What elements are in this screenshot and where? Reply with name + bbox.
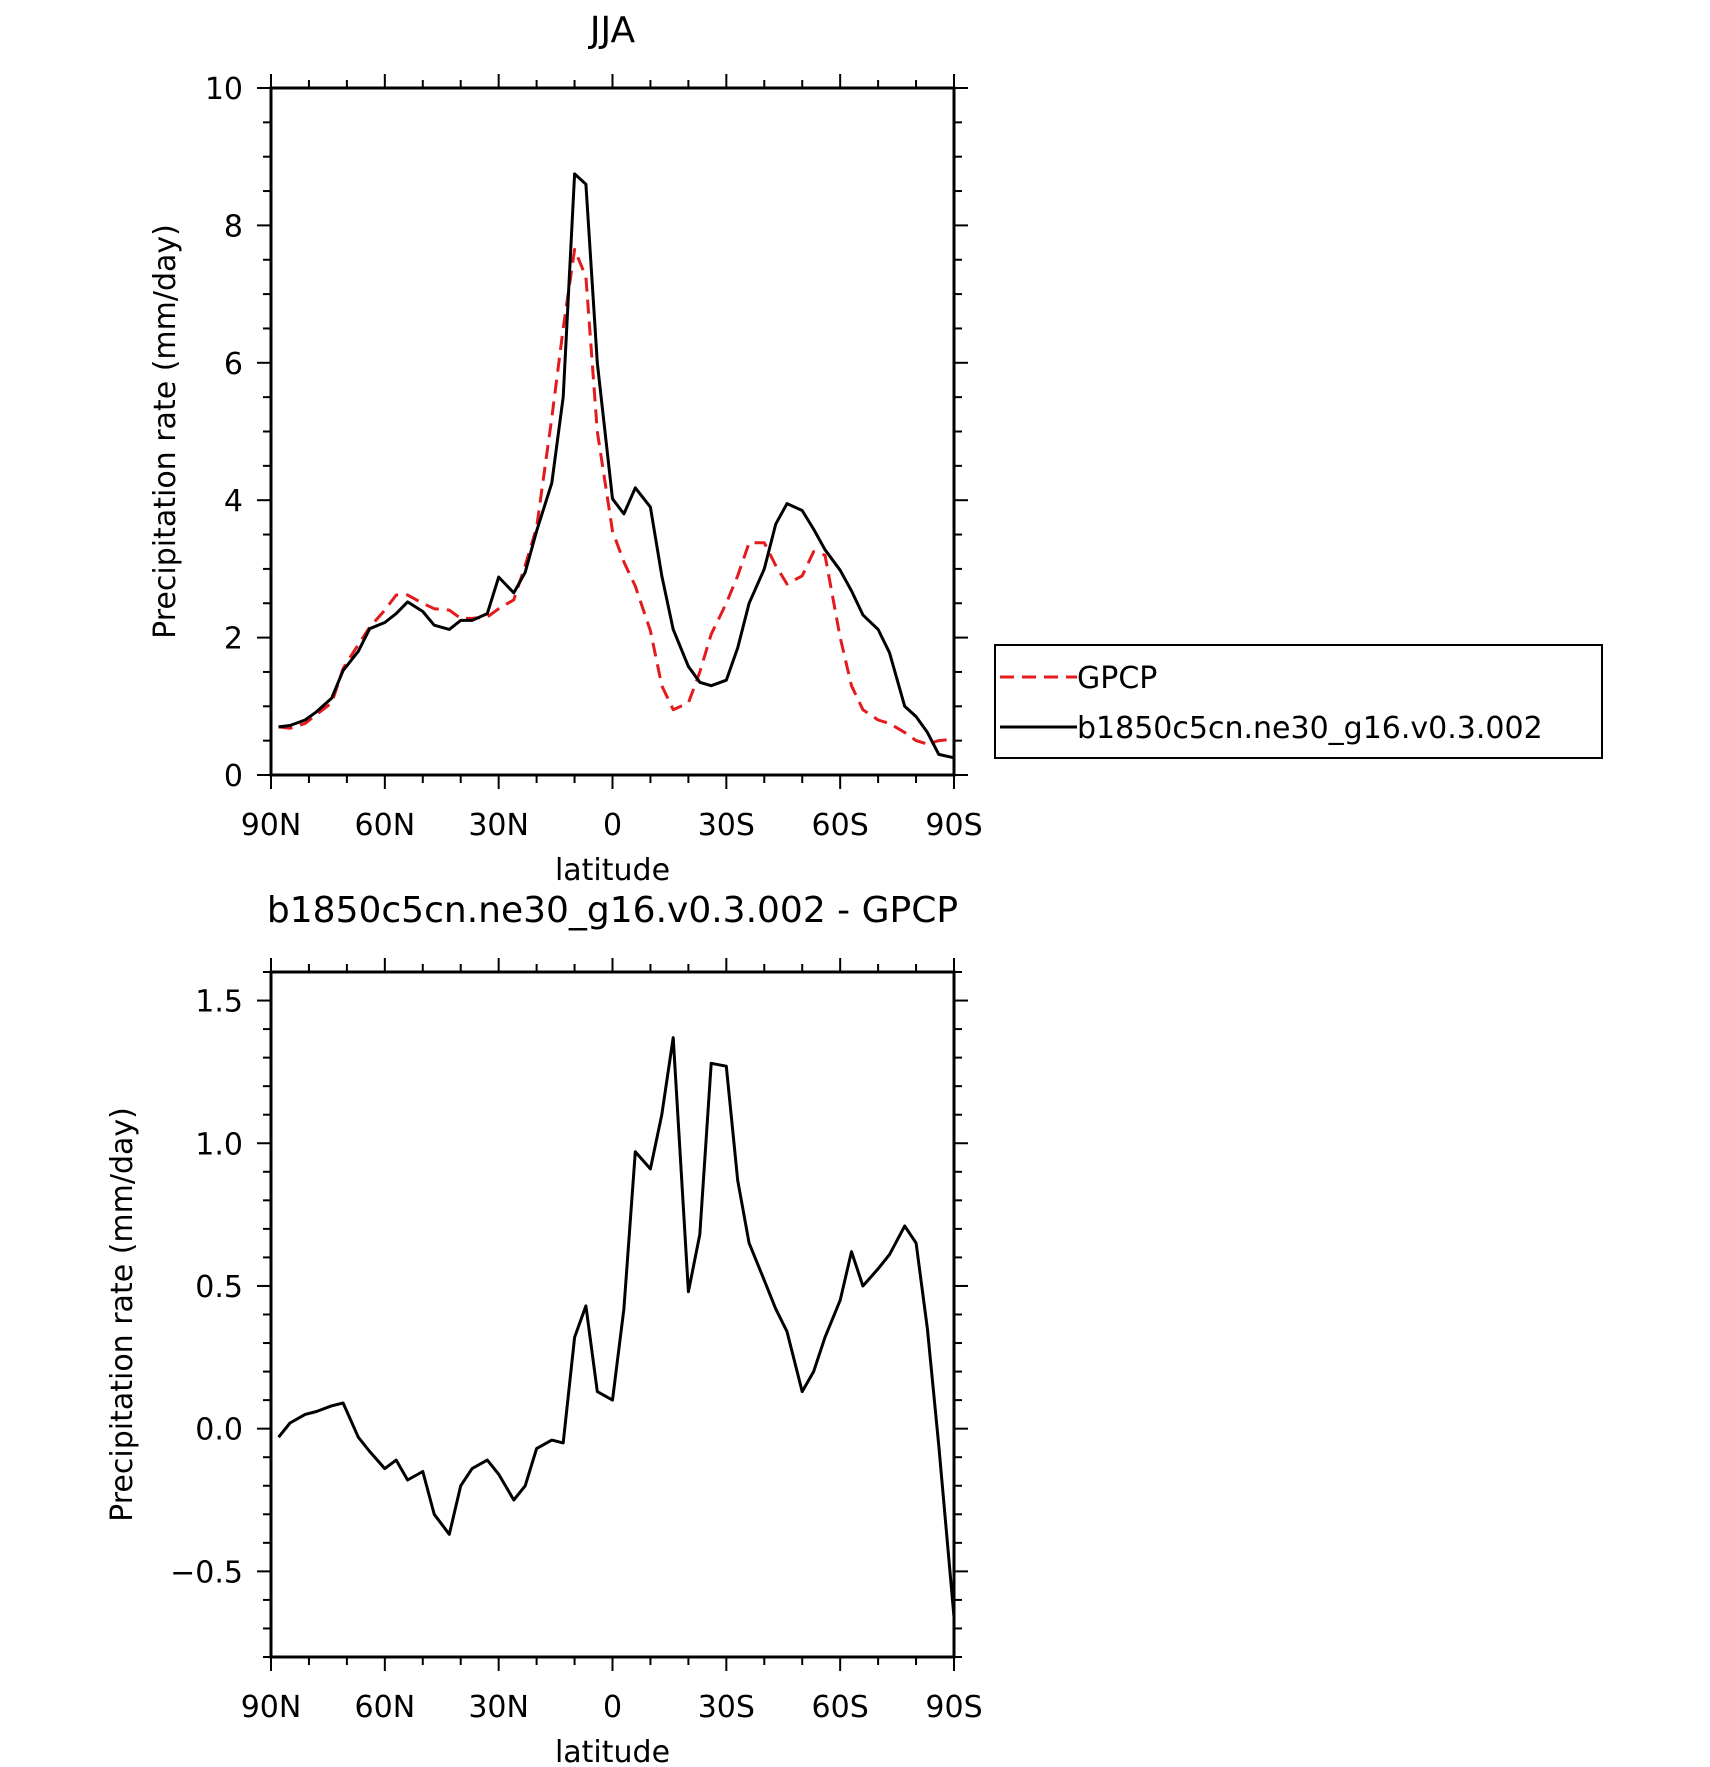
- x-tick-label: 30S: [698, 1690, 755, 1725]
- top-chart-title: JJA: [588, 10, 636, 51]
- bottom-plot-frame: [269, 970, 956, 1659]
- bottom-x-axis-label: latitude: [555, 1735, 670, 1767]
- x-tick-label: 30S: [698, 808, 755, 843]
- x-tick-label: 0: [603, 808, 622, 843]
- series-line-gpcp: [278, 247, 955, 746]
- y-tick-label: 10: [205, 72, 243, 107]
- x-tick-label: 30N: [468, 1690, 529, 1725]
- x-tick-label: 60N: [355, 808, 416, 843]
- x-tick-label: 0: [603, 1690, 622, 1725]
- legend-label-gpcp: GPCP: [1077, 661, 1157, 696]
- y-tick-label: 8: [224, 209, 243, 244]
- x-tick-label: 30N: [468, 808, 529, 843]
- top-x-axis-label: latitude: [555, 853, 670, 888]
- x-tick-label: 60N: [355, 1690, 416, 1725]
- top-y-axis-label: Precipitation rate (mm/day): [148, 224, 183, 639]
- series-line-difference: [277, 1036, 956, 1618]
- bottom-y-axis-label: Precipitation rate (mm/day): [105, 1107, 140, 1522]
- y-tick-label: 0.5: [195, 1270, 243, 1305]
- y-tick-label: 2: [224, 622, 243, 657]
- bottom-panel: b1850c5cn.ne30_g16.v0.3.002 - GPCP 90N 60…: [105, 890, 983, 1767]
- x-tick-label: 60S: [812, 808, 869, 843]
- x-tick-label: 90N: [241, 808, 302, 843]
- y-tick-label: 4: [224, 484, 243, 519]
- y-tick-label: −0.5: [170, 1555, 243, 1590]
- y-tick-label: 1.0: [195, 1127, 243, 1162]
- top-plot-frame: [269, 86, 956, 777]
- legend-box: [994, 644, 1603, 759]
- x-tick-label: 90N: [241, 1690, 302, 1725]
- legend-label-model: b1850c5cn.ne30_g16.v0.3.002: [1077, 711, 1543, 746]
- legend: GPCP b1850c5cn.ne30_g16.v0.3.002: [994, 644, 1603, 759]
- y-tick-label: 1.5: [195, 985, 243, 1020]
- y-tick-label: 0: [224, 759, 243, 794]
- y-tick-label: 0.0: [195, 1413, 243, 1448]
- x-tick-label: 90S: [925, 1690, 982, 1725]
- x-tick-label: 90S: [925, 808, 982, 843]
- bottom-chart-title: b1850c5cn.ne30_g16.v0.3.002 - GPCP: [267, 890, 958, 931]
- series-line-b1850c5cn-ne30-g16-v0-3-002: [278, 172, 955, 760]
- x-tick-label: 60S: [812, 1690, 869, 1725]
- y-tick-label: 6: [224, 347, 243, 382]
